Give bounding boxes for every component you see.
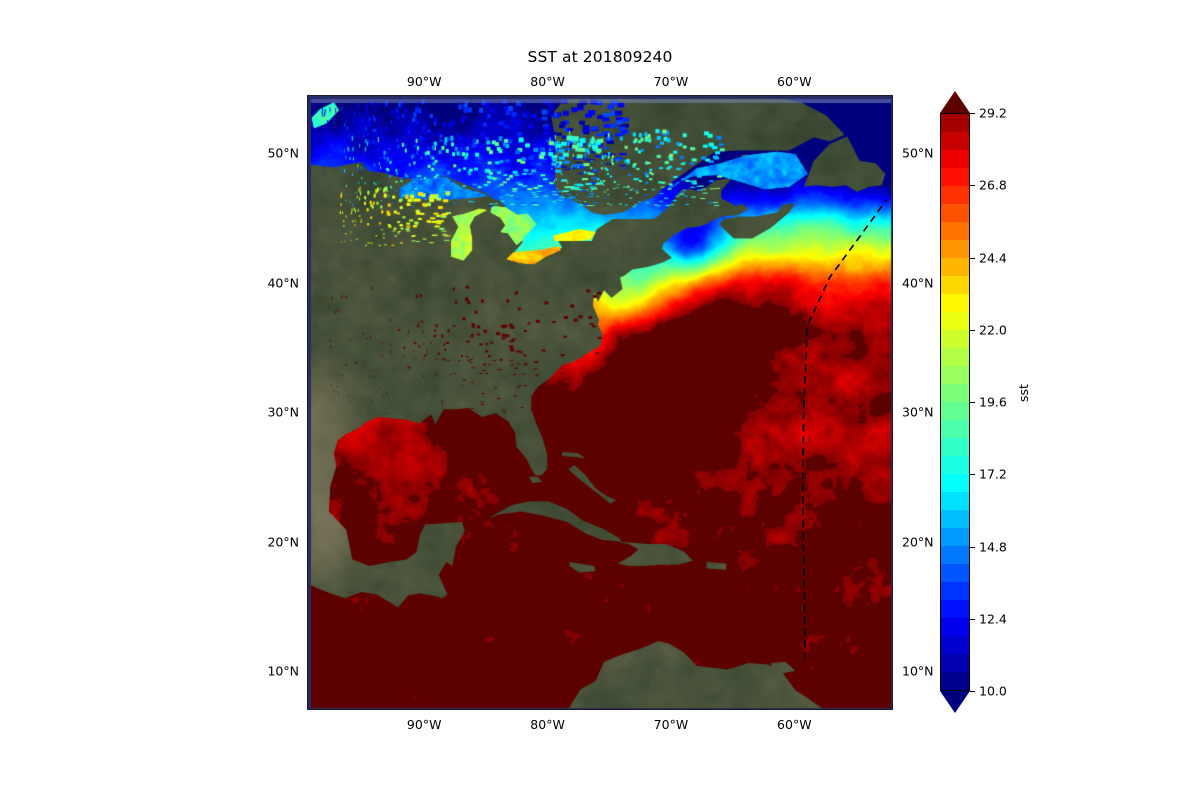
colorbar-gradient — [940, 113, 970, 691]
colorbar-tick-mark — [970, 618, 975, 620]
lat-tick-label-left: 40°N — [267, 275, 299, 291]
colorbar-tick-mark — [970, 402, 975, 403]
lon-tick-label-bottom: 90°W — [406, 717, 442, 732]
lon-tick-label-top: 60°W — [777, 74, 812, 89]
colorbar-tick-mark — [970, 474, 975, 476]
colorbar-label: sst — [1016, 384, 1031, 402]
colorbar-tick-mark — [970, 691, 975, 692]
colorbar[interactable]: 10.0 12.4 14.8 17.2 19.6 22.0 24.4 26.8 29.2 — [940, 91, 1007, 713]
lon-tick-label-top: 90°W — [406, 74, 442, 89]
lat-tick-label-right: 30°N — [902, 404, 934, 420]
lat-tick-label-left: 20°N — [267, 534, 299, 550]
map-axes[interactable] — [307, 95, 893, 710]
colorbar-tick-label: 22.0 — [979, 322, 1007, 338]
colorbar-tick-label: 24.4 — [979, 250, 1007, 265]
colorbar-tick-label: 12.4 — [979, 611, 1007, 627]
lat-tick-label-right: 40°N — [902, 275, 934, 291]
colorbar-tick-label: 26.8 — [979, 177, 1007, 193]
lat-tick-label-right: 50°N — [902, 145, 934, 161]
lon-tick-label-bottom: 70°W — [653, 717, 689, 732]
colorbar-tick-label: 14.8 — [979, 539, 1007, 554]
colorbar-tick-mark — [970, 113, 975, 114]
lon-tick-label-bottom: 80°W — [530, 717, 565, 732]
lat-tick-label-left: 10°N — [267, 663, 299, 679]
colorbar-over-arrow-icon — [940, 91, 970, 113]
colorbar-tick-label: 29.2 — [979, 105, 1007, 121]
page-title: SST at 201809240 — [527, 48, 673, 66]
storm-track-overlay — [801, 199, 888, 660]
colorbar-tick-mark — [970, 257, 975, 259]
lon-tick-label-top: 70°W — [653, 74, 689, 89]
colorbar-tick-label: 19.6 — [979, 394, 1007, 410]
lat-tick-label-right: 10°N — [902, 663, 934, 679]
lon-tick-label-bottom: 60°W — [777, 717, 812, 732]
colorbar-tick-mark — [970, 546, 975, 548]
lat-tick-label-left: 50°N — [267, 145, 299, 161]
lat-tick-label-right: 20°N — [902, 534, 934, 550]
colorbar-tick-mark — [970, 329, 975, 331]
colorbar-tick-label: 17.2 — [979, 466, 1007, 482]
sst-heatmap — [308, 96, 892, 709]
colorbar-tick-mark — [970, 185, 975, 187]
colorbar-tick-label: 10.0 — [979, 683, 1007, 699]
lon-tick-label-top: 80°W — [530, 74, 565, 89]
colorbar-under-arrow-icon — [940, 691, 970, 713]
lat-tick-label-left: 30°N — [267, 404, 299, 420]
storm-track-line — [801, 199, 888, 660]
